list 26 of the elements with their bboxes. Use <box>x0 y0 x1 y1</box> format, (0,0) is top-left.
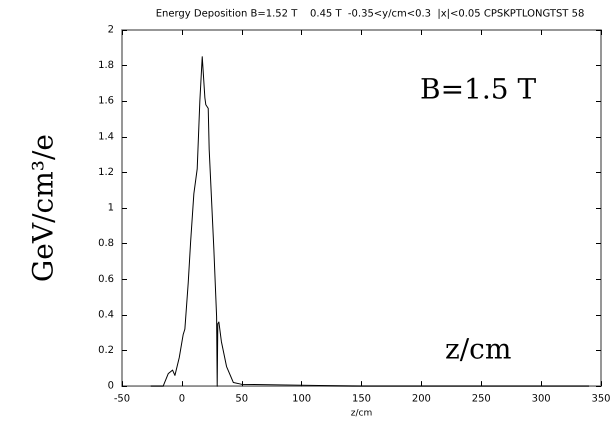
y-tick-label: 0.8 <box>98 238 114 250</box>
y-tick-label: 0.4 <box>98 309 114 320</box>
chart-title: Energy Deposition B=1.52 T 0.45 T -0.35<y/cm<0.3 |x|<0.05 CPSKPTLONGTST 58 <box>156 8 584 20</box>
y-tick-label: 1 <box>108 202 114 214</box>
x-tick-label: 250 <box>472 394 491 405</box>
x-axis-title: z/cm <box>350 408 372 418</box>
y-tick-label: 2 <box>108 24 114 36</box>
x-tick-label: -50 <box>114 394 130 405</box>
y-tick-label: 0.6 <box>98 274 114 285</box>
y-tick-label: 0.2 <box>98 344 114 356</box>
y-tick-label: 1.6 <box>98 96 114 107</box>
x-tick-label: 350 <box>591 394 611 405</box>
annotation: z/cm <box>445 332 512 366</box>
y-axis-title: GeV/cm³/e <box>26 134 60 282</box>
x-tick-label: 0 <box>178 394 186 405</box>
x-tick-label: 200 <box>412 394 431 405</box>
y-tick-label: 1.8 <box>98 60 114 72</box>
x-tick-label: 50 <box>235 394 248 405</box>
x-tick-label: 100 <box>292 394 312 405</box>
x-tick-label: 300 <box>532 394 551 405</box>
x-tick-label: 150 <box>352 394 372 405</box>
line-series <box>150 56 590 387</box>
y-tick-label: 1.4 <box>98 131 114 142</box>
annotation: B=1.5 T <box>420 72 536 106</box>
y-tick-label: 1.2 <box>98 166 114 178</box>
y-tick-label: 0 <box>108 380 114 392</box>
